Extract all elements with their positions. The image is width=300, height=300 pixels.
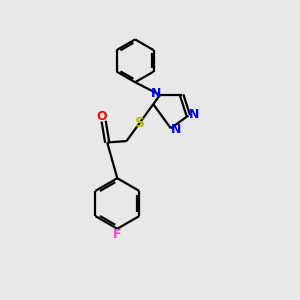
Text: N: N <box>188 109 199 122</box>
Text: N: N <box>171 123 181 136</box>
Text: O: O <box>97 110 107 123</box>
Text: S: S <box>135 116 145 130</box>
Text: F: F <box>113 228 122 241</box>
Text: N: N <box>151 87 162 100</box>
